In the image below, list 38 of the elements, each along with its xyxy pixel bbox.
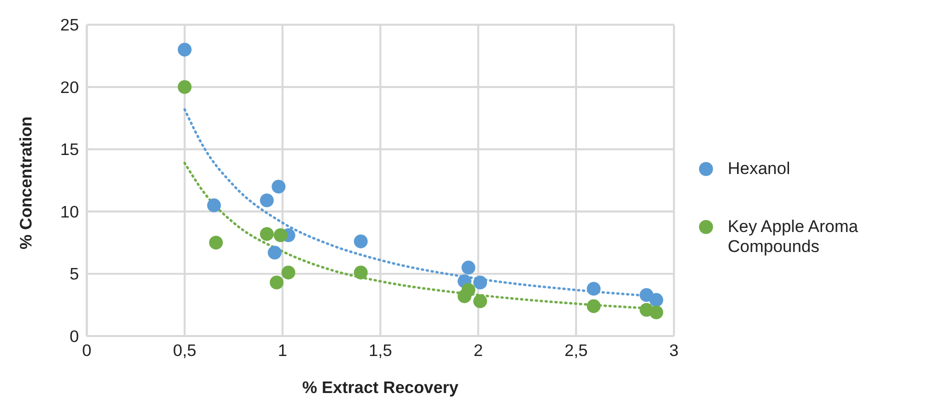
x-axis-title: % Extract Recovery [302,378,460,398]
x-tick-label: 2,5 [564,340,588,360]
point [270,276,284,290]
x-tick-label: 0,5 [173,340,196,360]
point [260,193,274,208]
point [281,266,296,280]
point [178,42,192,57]
x-tick-label: 2 [474,340,483,360]
point [209,236,223,250]
point [272,180,286,194]
y-tick-label: 10 [60,202,79,222]
x-tick-label: 1 [278,340,288,360]
point [473,294,488,308]
point [586,299,601,314]
point [462,260,476,274]
y-tick-label: 20 [60,78,79,97]
point [178,80,192,94]
y-axis-title: % Concentration [16,116,36,250]
legend-label: Hexanol [728,159,790,179]
point [268,246,282,260]
point [274,228,288,242]
y-tick-label: 0 [70,327,79,346]
x-tick-label: 0 [82,340,92,360]
x-tick-label: 1,5 [368,340,392,360]
x-tick-label: 3 [669,340,679,360]
point [649,293,664,307]
point [207,198,221,212]
point [260,227,274,241]
point [473,276,488,290]
legend-label: Key Apple Aroma Compounds [728,217,860,257]
point [586,282,601,296]
y-tick-label: 25 [60,16,79,35]
y-tick-label: 15 [60,140,79,160]
point [462,283,476,297]
point [354,266,368,280]
y-tick-label: 5 [70,264,79,284]
point [649,306,664,320]
point [354,234,368,248]
